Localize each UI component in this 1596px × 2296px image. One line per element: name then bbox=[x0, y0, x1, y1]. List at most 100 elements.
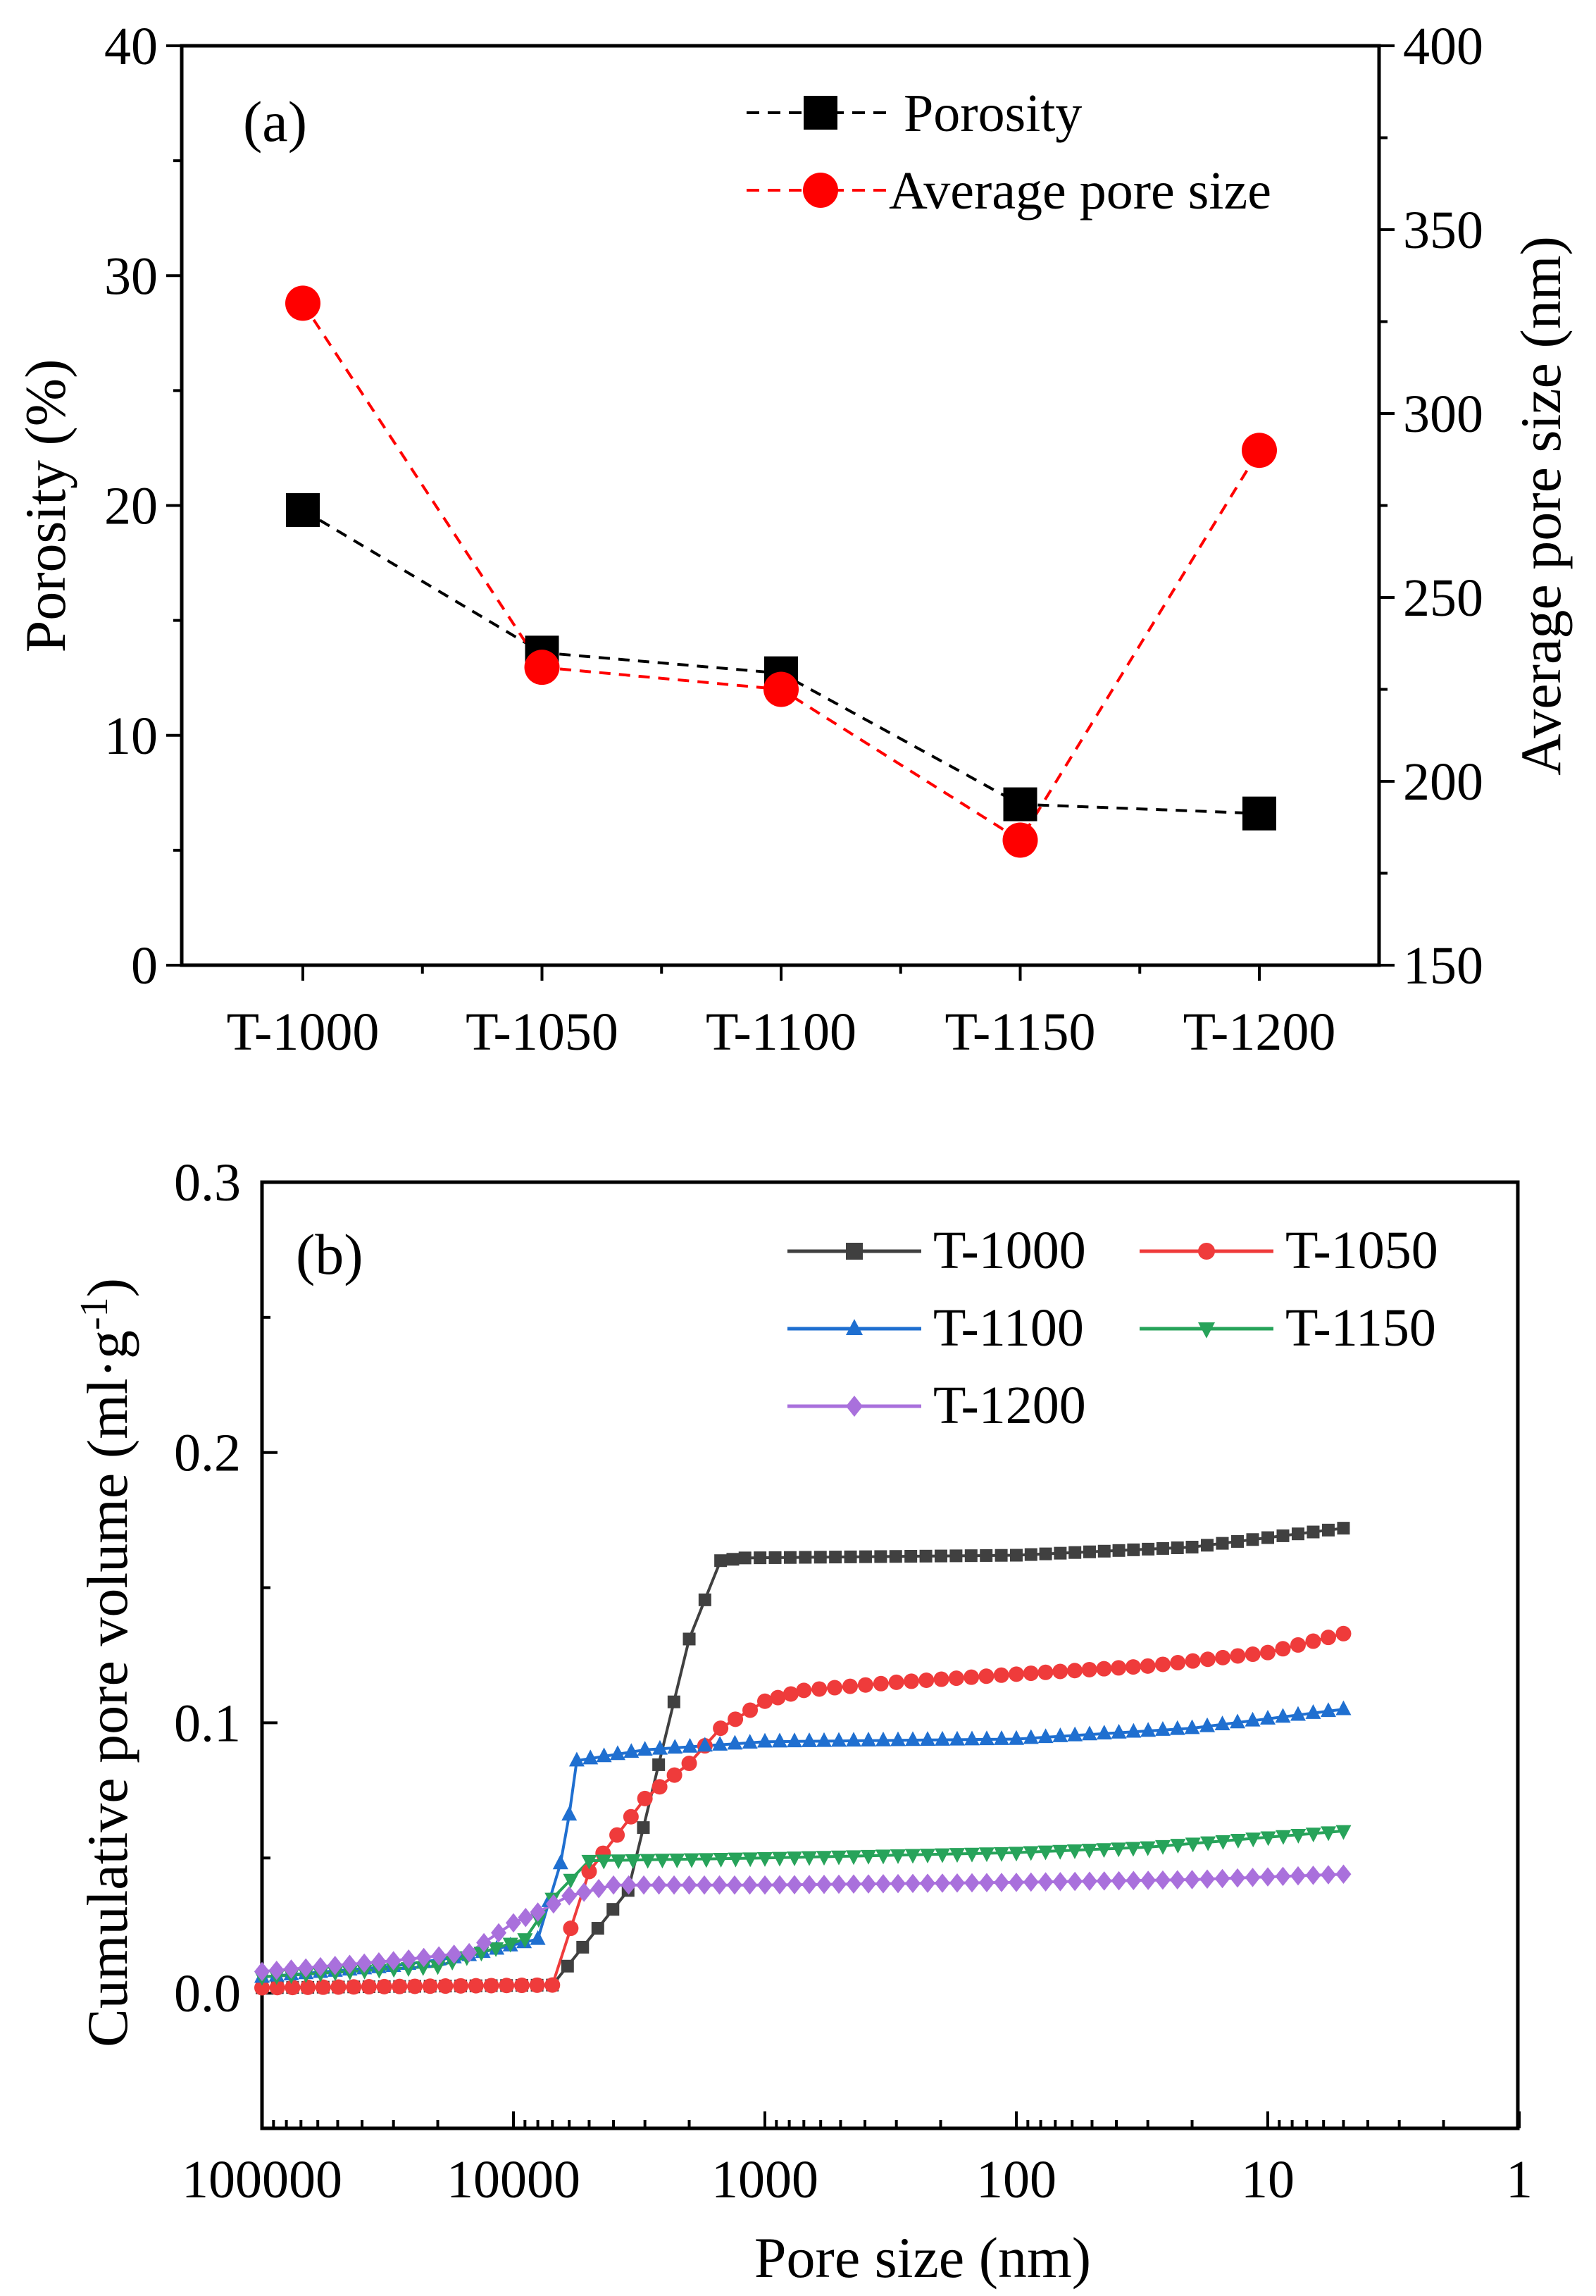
panel-b-point-t-1000 bbox=[1307, 1525, 1320, 1539]
panel-b-point-t-1050 bbox=[783, 1686, 799, 1702]
panel-b-point-t-1200 bbox=[298, 1958, 314, 1978]
panel-b-point-t-1050 bbox=[993, 1667, 1009, 1683]
panel-a-y-tick-label: 10 bbox=[104, 707, 158, 766]
legend-porosity-label: Porosity bbox=[904, 84, 1082, 143]
panel-b-point-t-1000 bbox=[1010, 1549, 1023, 1562]
panel-b-point-t-1200 bbox=[802, 1875, 817, 1894]
panel-b-point-t-1150 bbox=[831, 1850, 847, 1866]
panel-b-point-t-1000 bbox=[1261, 1531, 1274, 1544]
panel-b-point-t-1200 bbox=[1154, 1870, 1171, 1890]
panel-b-point-t-1050 bbox=[468, 1978, 484, 1994]
panel-b-point-t-1050 bbox=[1215, 1649, 1231, 1665]
panel-a-point-pore-size bbox=[524, 650, 560, 685]
panel-b-point-t-1150 bbox=[1245, 1832, 1261, 1848]
panel-b-point-t-1100 bbox=[697, 1737, 713, 1752]
panel-b-point-t-1100 bbox=[742, 1734, 758, 1749]
panel-b-point-t-1100 bbox=[846, 1732, 861, 1747]
panel-b-y-tick-label: 0.2 bbox=[174, 1424, 241, 1483]
panel-b-point-t-1000 bbox=[859, 1550, 872, 1563]
panel-b-point-t-1000 bbox=[667, 1695, 680, 1708]
panel-b-point-t-1100 bbox=[1009, 1730, 1024, 1745]
panel-b-point-t-1100 bbox=[1230, 1713, 1246, 1729]
panel-b-point-t-1150 bbox=[1230, 1834, 1246, 1849]
panel-b-point-t-1100 bbox=[875, 1731, 891, 1746]
panel-b-point-t-1100 bbox=[1126, 1723, 1142, 1738]
panel-b-point-t-1200 bbox=[1275, 1866, 1291, 1887]
panel-a-y-tick-label: 30 bbox=[104, 247, 158, 306]
panel-b-point-t-1100 bbox=[530, 1930, 546, 1945]
panel-b-point-t-1050 bbox=[513, 1978, 530, 1994]
panel-b-point-t-1100 bbox=[727, 1735, 743, 1750]
panel-b-y-axis-label-close: ) bbox=[75, 1278, 139, 1297]
panel-b-point-t-1000 bbox=[576, 1940, 590, 1954]
panel-b-point-t-1150 bbox=[654, 1854, 671, 1869]
panel-a-point-pore-size bbox=[763, 671, 799, 707]
panel-b-point-t-1100 bbox=[1052, 1727, 1068, 1742]
panel-b-point-t-1200 bbox=[1096, 1871, 1112, 1891]
panel-b-point-t-1050 bbox=[842, 1678, 858, 1694]
legend-t-1150-marker bbox=[1198, 1322, 1215, 1339]
panel-b-point-t-1100 bbox=[1081, 1725, 1097, 1741]
panel-b-point-t-1100 bbox=[637, 1741, 653, 1756]
panel-b-point-t-1100 bbox=[1184, 1719, 1200, 1735]
panel-b-point-t-1100 bbox=[1245, 1711, 1261, 1727]
panel-b-plot-frame bbox=[260, 1180, 1520, 2130]
panel-b-point-t-1150 bbox=[816, 1851, 832, 1866]
panel-b-point-t-1150 bbox=[728, 1852, 744, 1868]
panel-b-point-t-1050 bbox=[269, 1980, 285, 1996]
panel-b-point-t-1100 bbox=[568, 1751, 585, 1767]
panel-b-point-t-1150 bbox=[1009, 1847, 1024, 1862]
panel-b-point-t-1200 bbox=[1081, 1871, 1097, 1891]
panel-b-point-t-1050 bbox=[757, 1693, 773, 1709]
panel-b-legend: T-1000 T-1050 T-1100 T-1150 T-1200 bbox=[787, 1221, 1438, 1435]
panel-b-point-t-1200 bbox=[651, 1875, 667, 1895]
panel-b-point-t-1100 bbox=[935, 1730, 950, 1746]
panel-b-point-t-1050 bbox=[1009, 1666, 1024, 1682]
panel-b-point-t-1200 bbox=[1245, 1868, 1261, 1887]
panel-b-point-t-1050 bbox=[1154, 1656, 1171, 1673]
panel-b-point-t-1050 bbox=[300, 1979, 316, 1995]
panel-b-point-t-1100 bbox=[1305, 1704, 1321, 1719]
panel-b-point-t-1000 bbox=[561, 1959, 574, 1973]
panel-b-point-t-1050 bbox=[499, 1978, 515, 1994]
panel-b-point-t-1200 bbox=[530, 1902, 546, 1922]
panel-b-point-t-1100 bbox=[816, 1732, 832, 1747]
panel-b-x-tick-label: 1 bbox=[1506, 2150, 1533, 2209]
panel-b-point-t-1150 bbox=[1125, 1842, 1141, 1857]
panel-b-point-t-1200 bbox=[727, 1875, 743, 1895]
panel-b-point-t-1000 bbox=[813, 1551, 827, 1564]
panel-b-point-t-1150 bbox=[757, 1852, 773, 1867]
panel-a-label: (a) bbox=[243, 89, 307, 154]
panel-b-point-t-1200 bbox=[935, 1873, 950, 1893]
panel-b-point-t-1150 bbox=[1185, 1837, 1201, 1853]
panel-b-point-t-1200 bbox=[1023, 1872, 1039, 1892]
panel-b-point-t-1200 bbox=[979, 1873, 995, 1893]
panel-b-point-t-1200 bbox=[591, 1879, 607, 1899]
panel-b-point-t-1000 bbox=[1083, 1545, 1096, 1558]
panel-b-point-t-1050 bbox=[437, 1978, 454, 1994]
panel-b-point-t-1200 bbox=[356, 1953, 373, 1973]
panel-b-point-t-1100 bbox=[609, 1745, 625, 1761]
panel-b-point-t-1200 bbox=[1052, 1872, 1068, 1892]
panel-b-point-t-1200 bbox=[518, 1907, 534, 1928]
panel-b-point-t-1000 bbox=[738, 1551, 752, 1565]
panel-a-y-tick-label: 40 bbox=[104, 17, 158, 76]
panel-b-point-t-1200 bbox=[401, 1949, 417, 1969]
panel-b-point-t-1050 bbox=[392, 1978, 408, 1994]
panel-b-point-t-1200 bbox=[506, 1913, 521, 1933]
panel-b-point-t-1050 bbox=[361, 1979, 377, 1995]
panel-b-point-t-1150 bbox=[502, 1937, 518, 1953]
panel-b-point-t-1150 bbox=[581, 1854, 597, 1870]
panel-b-point-t-1150 bbox=[905, 1849, 921, 1864]
panel-b-point-t-1050 bbox=[978, 1668, 995, 1684]
panel-b-point-t-1050 bbox=[1170, 1655, 1186, 1671]
panel-b-point-t-1200 bbox=[636, 1875, 652, 1895]
panel-b-point-t-1150 bbox=[596, 1854, 612, 1870]
panel-b-point-t-1000 bbox=[637, 1821, 650, 1835]
panel-b-point-t-1200 bbox=[1320, 1865, 1336, 1885]
panel-b-y-axis-label-superscript: -1 bbox=[73, 1297, 116, 1330]
legend-porosity-marker bbox=[804, 96, 837, 130]
panel-b-point-t-1150 bbox=[563, 1873, 579, 1889]
panel-b-point-t-1150 bbox=[713, 1852, 729, 1868]
